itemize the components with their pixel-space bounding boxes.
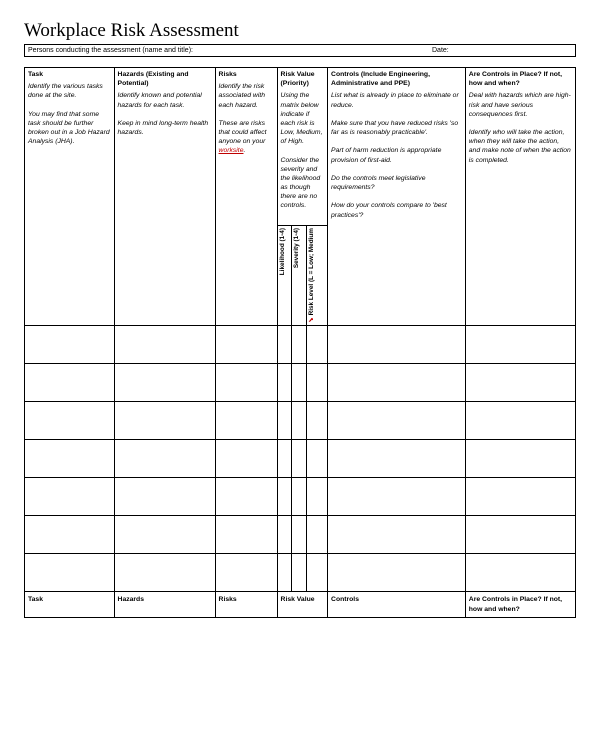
hdr-controls-desc1: List what is already in place to elimina…: [331, 91, 462, 109]
hdr-riskvalue: Risk Value (Priority) Using the matrix b…: [277, 68, 328, 226]
foot-controls: Controls: [328, 592, 466, 617]
t: Risk Level (L = Low; Medium: [308, 228, 315, 315]
date-label: Date:: [432, 47, 572, 54]
sub-risklevel-label: ✔Risk Level (L = Low; Medium: [308, 228, 315, 323]
sub-likelihood: Likelihood (1-4): [277, 226, 292, 326]
hdr-controls-desc2: Make sure that you have reduced risks 's…: [331, 119, 462, 137]
hdr-task: Task Identify the various tasks done at …: [25, 68, 115, 326]
hdr-controls-desc5: How do your controls compare to 'best pr…: [331, 201, 462, 219]
hdr-riskvalue-title: Risk Value (Priority): [281, 70, 325, 88]
hdr-task-title: Task: [28, 70, 111, 79]
table-row: [25, 478, 576, 516]
foot-task: Task: [25, 592, 115, 617]
page-title: Workplace Risk Assessment: [24, 20, 576, 42]
sub-severity-label: Severity (1-4): [293, 228, 300, 268]
hdr-risks-title: Risks: [219, 70, 274, 79]
table-row: [25, 326, 576, 364]
sub-likelihood-label: Likelihood (1-4): [279, 228, 286, 275]
hdr-riskvalue-desc1: Using the matrix below indicate if each …: [281, 91, 325, 146]
table-row: [25, 440, 576, 478]
hdr-hazards-desc1: Identify known and potential hazards for…: [118, 91, 212, 109]
hdr-risks-desc2: These are risks that could affect anyone…: [219, 119, 274, 156]
table-row: [25, 402, 576, 440]
sub-risklevel: ✔Risk Level (L = Low; Medium: [307, 226, 328, 326]
t: These are risks that could affect anyone…: [219, 120, 267, 145]
table-row: [25, 364, 576, 402]
foot-risks: Risks: [215, 592, 277, 617]
table-row: [25, 516, 576, 554]
hdr-task-desc1: Identify the various tasks done at the s…: [28, 82, 111, 100]
assessment-table: Task Identify the various tasks done at …: [24, 67, 576, 618]
foot-hazards: Hazards: [114, 592, 215, 617]
hdr-task-desc2: You may find that some task should be fu…: [28, 110, 111, 147]
meta-row: Persons conducting the assessment (name …: [24, 44, 576, 57]
hdr-controls-desc4: Do the controls meet legislative require…: [331, 174, 462, 192]
footer-row: Task Hazards Risks Risk Value Controls A…: [25, 592, 576, 617]
hdr-risks-desc1: Identify the risk associated with each h…: [219, 82, 274, 110]
hdr-hazards-title: Hazards (Existing and Potential): [118, 70, 212, 88]
hdr-risks: Risks Identify the risk associated with …: [215, 68, 277, 326]
table-row: [25, 554, 576, 592]
hdr-inplace: Are Controls in Place? If not, how and w…: [465, 68, 575, 326]
header-row: Task Identify the various tasks done at …: [25, 68, 576, 226]
hdr-hazards: Hazards (Existing and Potential) Identif…: [114, 68, 215, 326]
hdr-inplace-desc2: Identify who will take the action, when …: [469, 128, 572, 165]
hdr-hazards-desc2: Keep in mind long-term health hazards.: [118, 119, 212, 137]
hdr-inplace-desc1: Deal with hazards which are high-risk an…: [469, 91, 572, 119]
hdr-controls-title: Controls (Include Engineering, Administr…: [331, 70, 462, 88]
foot-inplace: Are Controls in Place? If not, how and w…: [465, 592, 575, 617]
hdr-inplace-title: Are Controls in Place? If not, how and w…: [469, 70, 572, 88]
hdr-controls-desc3: Part of harm reduction is appropriate pr…: [331, 146, 462, 164]
persons-label: Persons conducting the assessment (name …: [28, 47, 432, 54]
hdr-riskvalue-desc2: Consider the severity and the likelihood…: [281, 156, 325, 211]
sub-severity: Severity (1-4): [292, 226, 307, 326]
t: .: [243, 147, 245, 154]
worksite-underlined: worksite: [219, 147, 244, 154]
foot-riskvalue: Risk Value: [277, 592, 328, 617]
hdr-controls: Controls (Include Engineering, Administr…: [328, 68, 466, 326]
